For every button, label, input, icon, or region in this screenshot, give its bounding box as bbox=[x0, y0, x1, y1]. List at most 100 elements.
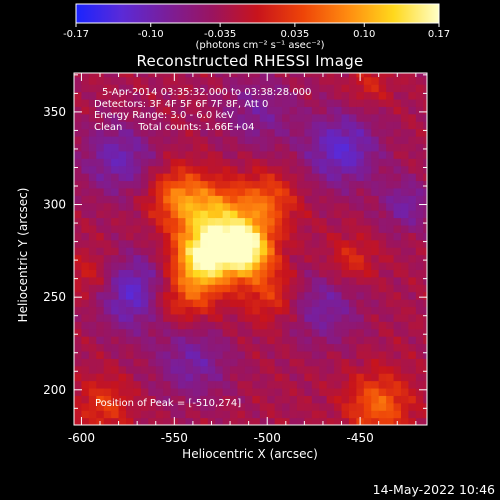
heatmap-cell bbox=[222, 158, 231, 167]
heatmap-cell bbox=[341, 291, 350, 300]
heatmap-cell bbox=[415, 269, 424, 278]
heatmap-cell bbox=[230, 106, 239, 115]
heatmap-cell bbox=[103, 402, 112, 411]
heatmap-cell bbox=[356, 106, 365, 115]
heatmap-cell bbox=[88, 239, 97, 248]
heatmap-cell bbox=[74, 365, 83, 374]
heatmap-cell bbox=[259, 232, 268, 241]
heatmap-cell bbox=[96, 358, 105, 367]
heatmap-cell bbox=[259, 284, 268, 293]
heatmap-cell bbox=[296, 373, 305, 382]
heatmap-cell bbox=[111, 210, 120, 219]
heatmap-cell bbox=[140, 106, 149, 115]
heatmap-cell bbox=[334, 387, 343, 396]
heatmap-cell bbox=[356, 91, 365, 100]
heatmap-cell bbox=[192, 373, 201, 382]
heatmap-cell bbox=[96, 84, 105, 93]
heatmap-cell bbox=[252, 158, 261, 167]
heatmap-cell bbox=[311, 284, 320, 293]
heatmap-cell bbox=[140, 350, 149, 359]
heatmap-cell bbox=[274, 350, 283, 359]
heatmap-cell bbox=[81, 165, 90, 174]
heatmap-cell bbox=[304, 84, 313, 93]
heatmap-cell bbox=[289, 217, 298, 226]
heatmap-cell bbox=[363, 84, 372, 93]
heatmap-cell bbox=[118, 202, 127, 211]
heatmap-cell bbox=[163, 254, 172, 263]
heatmap-cell bbox=[192, 247, 201, 256]
heatmap-cell bbox=[237, 150, 246, 159]
heatmap-cell bbox=[178, 387, 187, 396]
heatmap-cell bbox=[363, 365, 372, 374]
colorbar-ticks: -0.17 -0.10 -0.035 0.035 0.10 0.17 bbox=[63, 23, 450, 40]
heatmap-cell bbox=[282, 365, 291, 374]
heatmap-cell bbox=[400, 195, 410, 204]
heatmap-cell bbox=[423, 284, 427, 293]
heatmap-cell bbox=[348, 417, 357, 425]
heatmap-cell bbox=[371, 328, 380, 337]
heatmap-cell bbox=[163, 276, 172, 285]
heatmap-cell bbox=[408, 106, 417, 115]
heatmap-cell bbox=[311, 173, 320, 182]
heatmap-cell bbox=[96, 291, 105, 300]
heatmap-cell bbox=[237, 299, 246, 308]
heatmap-cell bbox=[148, 84, 157, 93]
heatmap-cell bbox=[170, 173, 179, 182]
heatmap-cell bbox=[88, 150, 97, 159]
heatmap-cell bbox=[133, 358, 142, 367]
heatmap-cell bbox=[363, 269, 372, 278]
heatmap-cell bbox=[393, 180, 402, 189]
heatmap-cell bbox=[378, 165, 387, 174]
heatmap-cell bbox=[363, 254, 372, 263]
heatmap-cell bbox=[88, 217, 97, 226]
heatmap-cell bbox=[170, 165, 179, 174]
heatmap-cell bbox=[74, 195, 83, 204]
heatmap-cell bbox=[341, 343, 350, 352]
heatmap-cell bbox=[163, 173, 172, 182]
heatmap-cell bbox=[386, 150, 395, 159]
heatmap-cell bbox=[311, 365, 320, 374]
heatmap-cell bbox=[311, 195, 320, 204]
heatmap-cell bbox=[319, 350, 328, 359]
heatmap-cell bbox=[282, 150, 291, 159]
heatmap-cell bbox=[111, 313, 120, 322]
heatmap-cell bbox=[386, 254, 395, 263]
heatmap-cell bbox=[74, 402, 83, 411]
heatmap-cell bbox=[178, 299, 187, 308]
heatmap-cell bbox=[244, 373, 253, 382]
heatmap-cell bbox=[126, 195, 135, 204]
heatmap-cell bbox=[408, 76, 417, 85]
heatmap-cell bbox=[103, 180, 112, 189]
heatmap-cell bbox=[140, 158, 149, 167]
heatmap-cell bbox=[319, 135, 328, 144]
heatmap-cell bbox=[222, 343, 231, 352]
heatmap-cell bbox=[237, 76, 246, 85]
heatmap-cell bbox=[126, 84, 135, 93]
heatmap-cell bbox=[400, 395, 410, 404]
heatmap-cell bbox=[400, 180, 410, 189]
heatmap-cell bbox=[103, 410, 112, 419]
heatmap-cell bbox=[415, 128, 424, 137]
heatmap-cell bbox=[348, 239, 357, 248]
heatmap-cell bbox=[415, 202, 424, 211]
heatmap-cell bbox=[267, 350, 276, 359]
heatmap-cell bbox=[200, 313, 209, 322]
heatmap-cell bbox=[304, 210, 313, 219]
heatmap-cell bbox=[400, 232, 410, 241]
heatmap-cell bbox=[415, 143, 424, 152]
heatmap-cell bbox=[371, 269, 380, 278]
heatmap-cell bbox=[192, 350, 201, 359]
heatmap-cell bbox=[148, 224, 157, 233]
heatmap-cell bbox=[81, 299, 90, 308]
heatmap-cell bbox=[170, 402, 179, 411]
heatmap-cell bbox=[386, 350, 395, 359]
heatmap-cell bbox=[363, 239, 372, 248]
heatmap-cell bbox=[178, 84, 187, 93]
y-tick-label: 350 bbox=[43, 105, 66, 119]
heatmap-cell bbox=[400, 358, 410, 367]
heatmap-cell bbox=[148, 358, 157, 367]
heatmap-cell bbox=[74, 239, 83, 248]
heatmap-cell bbox=[334, 239, 343, 248]
heatmap-cell bbox=[200, 321, 209, 330]
heatmap-cell bbox=[126, 106, 135, 115]
